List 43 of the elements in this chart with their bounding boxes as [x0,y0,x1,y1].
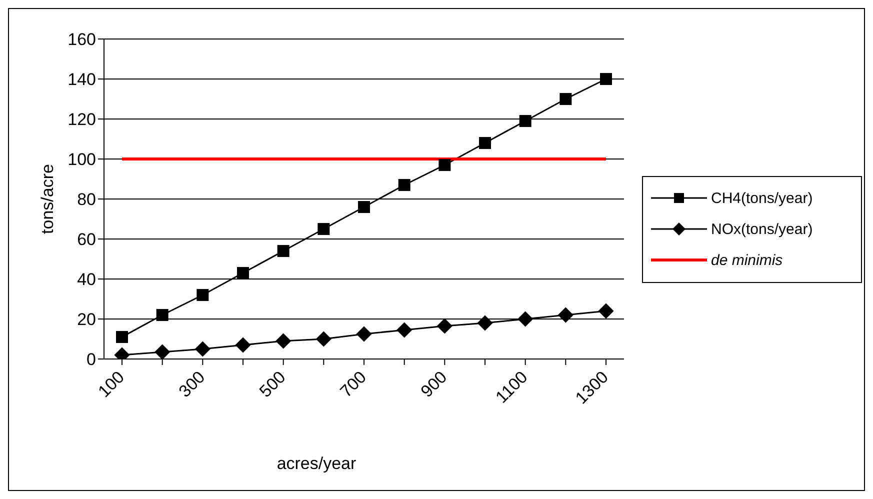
x-tick-label: 900 [417,368,451,402]
x-tick-label: 500 [256,368,290,402]
x-tick-label: 300 [175,368,209,402]
point [598,303,614,319]
point [600,73,612,85]
point [237,267,249,279]
y-tick-label: 140 [68,70,96,90]
y-tick-label: 20 [77,310,96,330]
y-tick-label: 100 [68,150,96,170]
point [276,333,292,349]
point [477,315,493,331]
point [194,341,210,357]
legend-label: NOx(tons/year) [711,220,813,238]
y-tick-label: 160 [68,30,96,50]
point [396,322,412,338]
point [436,318,452,334]
point [519,115,532,127]
point [154,344,170,359]
point [356,326,372,342]
point [318,223,330,235]
x-axis-title: acres/year [276,454,358,474]
point [116,331,128,343]
y-tick-label: 40 [77,270,96,290]
point [438,159,451,171]
point [196,289,209,301]
y-tick-label: 80 [77,190,96,210]
y-tick-label: 120 [68,110,96,130]
point [398,179,410,191]
point [235,337,251,353]
point [518,311,534,327]
point [316,331,332,347]
legend-label: CH4(tons/year) [711,190,813,206]
point [156,309,168,321]
y-tick-label: 60 [77,230,96,250]
legend-label: de minimis [711,252,783,268]
point [277,245,290,257]
point [358,201,370,213]
y-tick-label: 0 [86,350,96,370]
point [558,307,574,323]
point [560,93,572,105]
x-tick-label: 700 [336,368,370,402]
point [479,137,491,149]
y-axis-title: tons/acre [38,164,58,234]
